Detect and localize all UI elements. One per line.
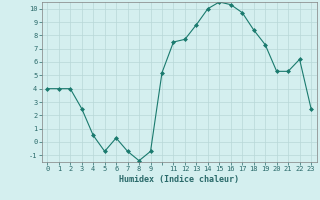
X-axis label: Humidex (Indice chaleur): Humidex (Indice chaleur) [119,175,239,184]
